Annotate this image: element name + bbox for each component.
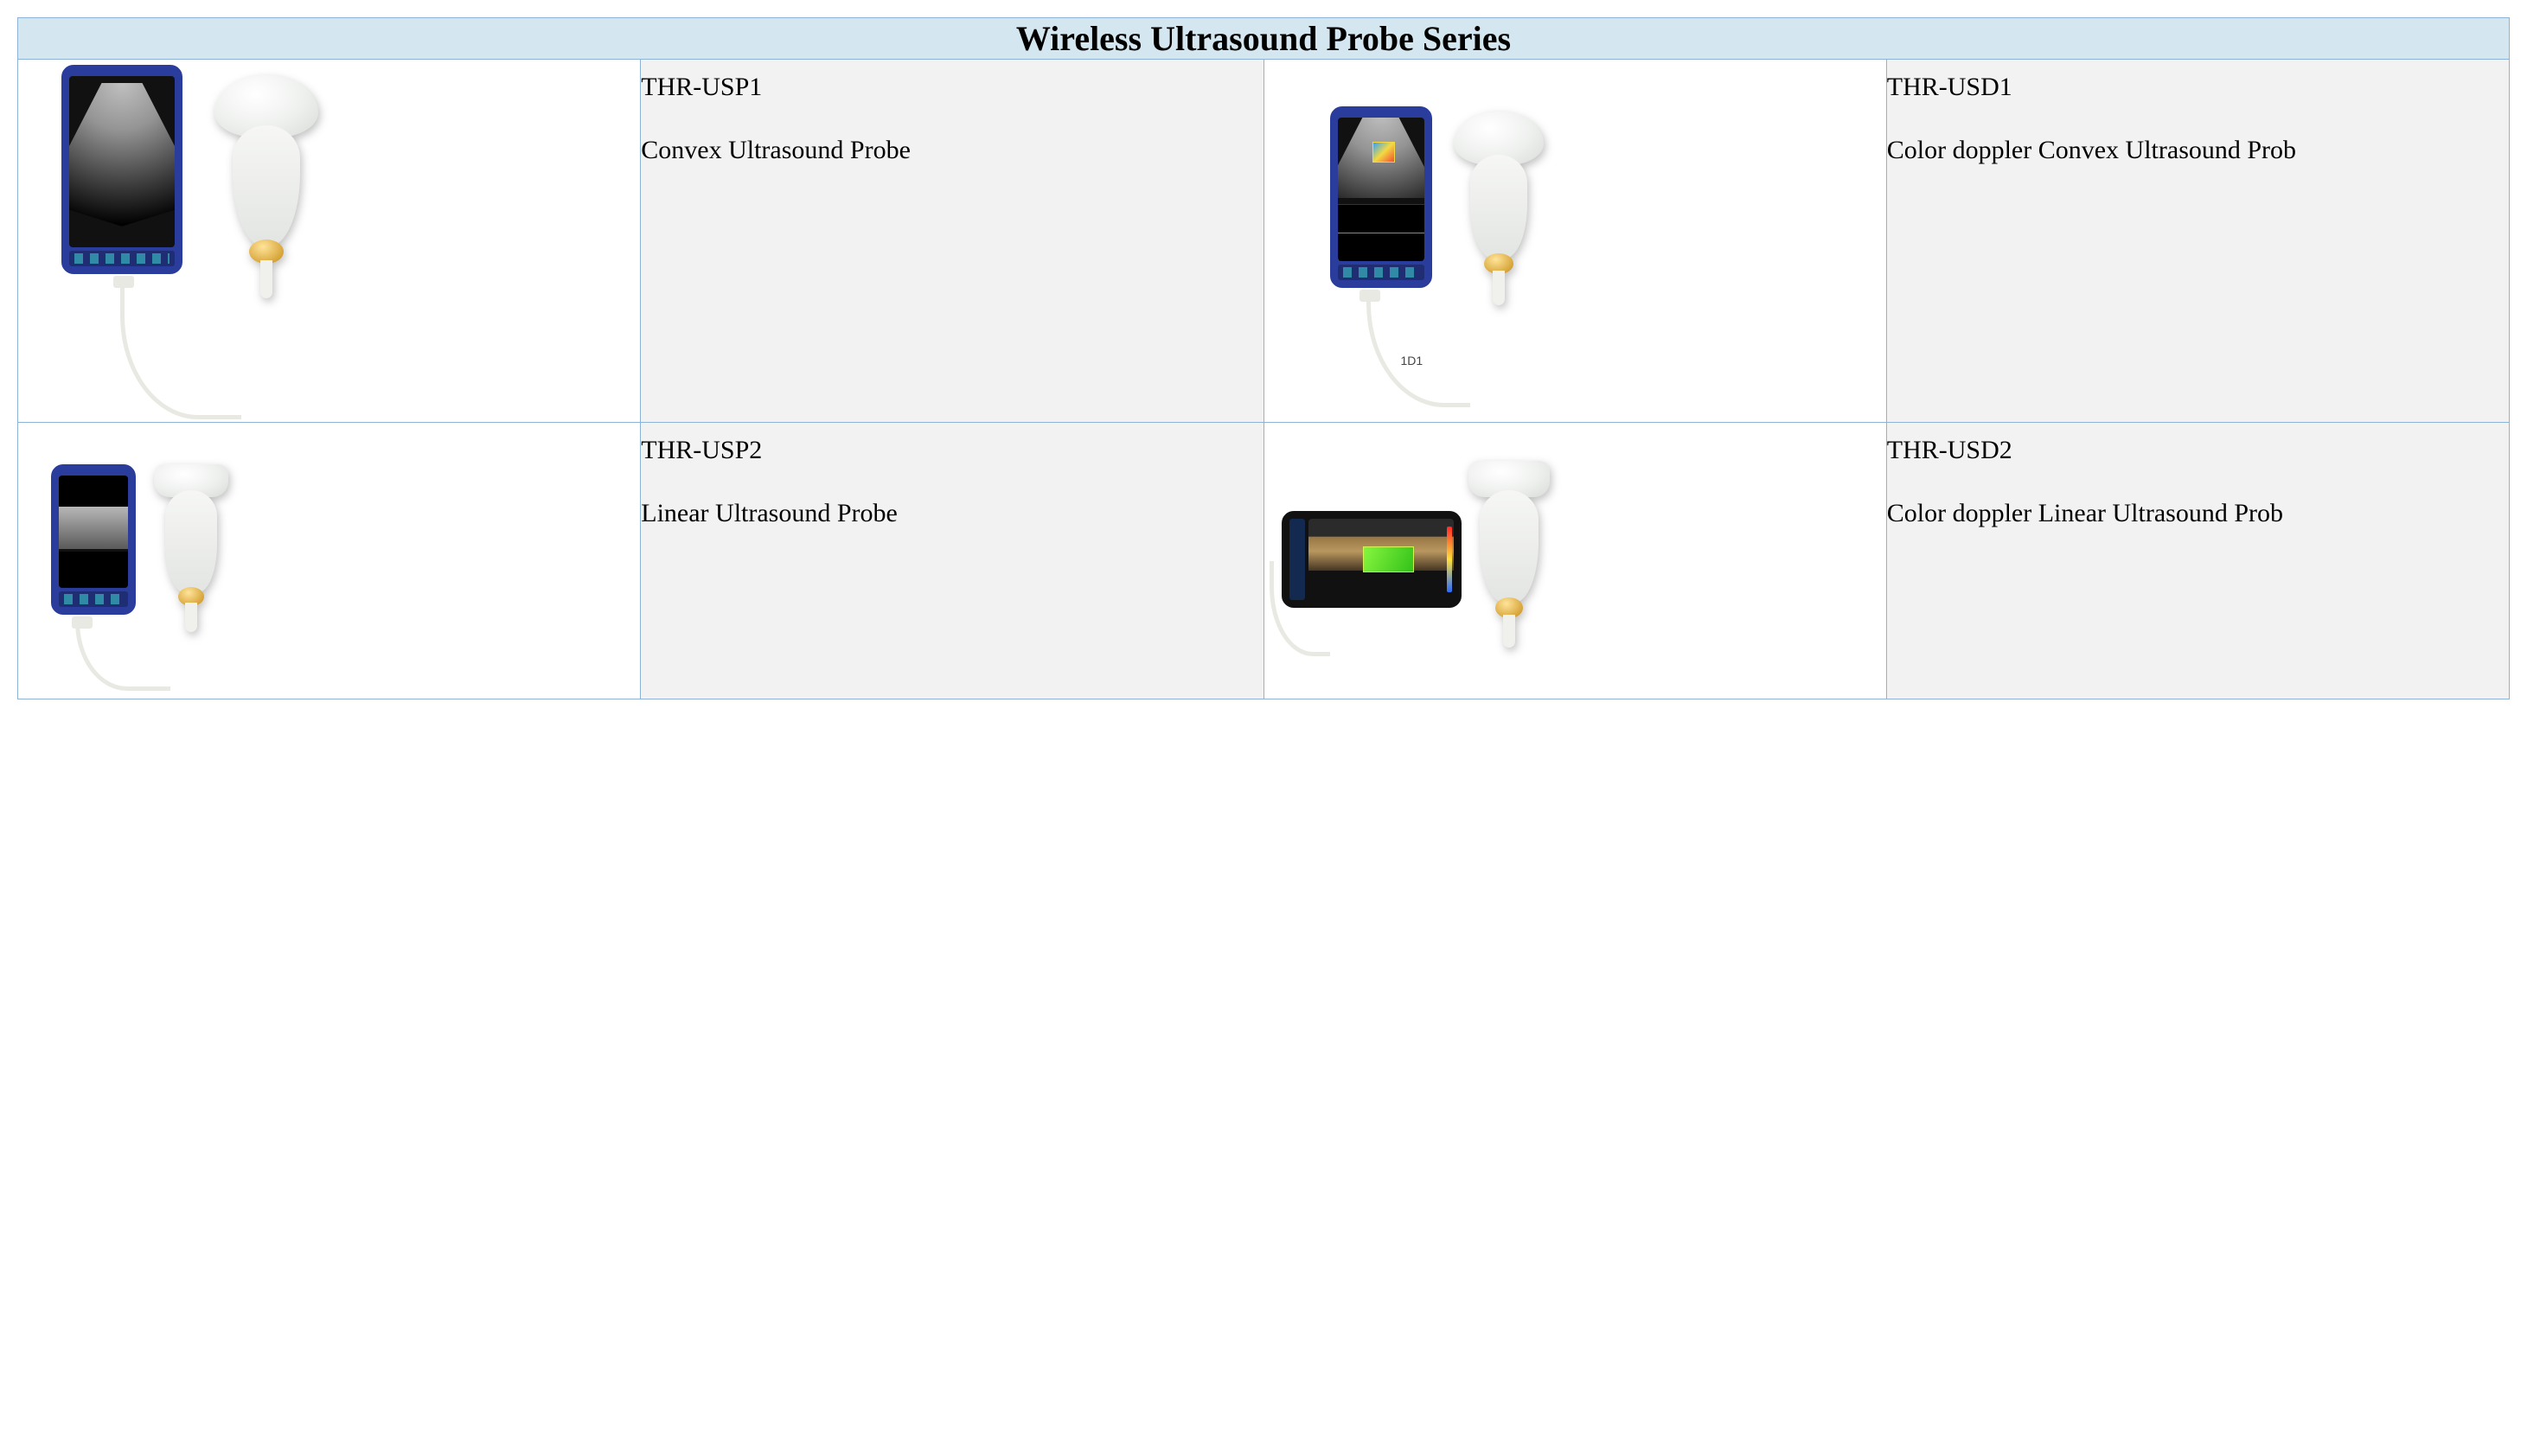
product-desc-cell: THR-USP2 Linear Ultrasound Probe: [641, 423, 1264, 699]
probe-illustration: [18, 60, 640, 422]
product-desc-cell: THR-USP1 Convex Ultrasound Probe: [641, 60, 1264, 423]
product-desc-cell: THR-USD1 Color doppler Convex Ultrasound…: [1886, 60, 2509, 423]
product-image-cell: 1D1: [1264, 60, 1886, 423]
linear-probe-icon: [1462, 461, 1557, 651]
phone-icon: [1330, 106, 1432, 288]
phone-icon: [61, 65, 182, 274]
convex-probe-icon: [202, 75, 331, 300]
product-desc-cell: THR-USD2 Color doppler Linear Ultrasound…: [1886, 423, 2509, 699]
product-name: Linear Ultrasound Probe: [641, 486, 1263, 540]
cable-icon: [1270, 561, 1330, 656]
probe-illustration: [18, 423, 640, 699]
probe-illustration: [1264, 423, 1886, 699]
convex-probe-icon: [1443, 112, 1555, 310]
product-name: Convex Ultrasound Probe: [641, 123, 1263, 177]
cable-icon: [120, 281, 241, 419]
product-row: THR-USP2 Linear Ultrasound Probe: [18, 423, 2510, 699]
product-image-cell: [1264, 423, 1886, 699]
image-caption: 1D1: [1401, 354, 1423, 367]
table-title: Wireless Ultrasound Probe Series: [18, 18, 2510, 60]
product-name: Color doppler Convex Ultrasound Prob: [1887, 123, 2509, 177]
product-image-cell: [18, 423, 641, 699]
product-model: THR-USD1: [1887, 60, 2509, 114]
product-name: Color doppler Linear Ultrasound Prob: [1887, 486, 2509, 540]
phone-icon: [51, 464, 136, 615]
product-model: THR-USP1: [641, 60, 1263, 114]
probe-illustration: 1D1: [1264, 60, 1886, 422]
product-image-cell: [18, 60, 641, 423]
cable-icon: [1366, 295, 1470, 407]
product-table: Wireless Ultrasound Probe Series THR-USP…: [17, 17, 2510, 699]
product-row: THR-USP1 Convex Ultrasound Probe: [18, 60, 2510, 423]
linear-probe-icon: [148, 464, 234, 637]
product-model: THR-USP2: [641, 423, 1263, 477]
product-model: THR-USD2: [1887, 423, 2509, 477]
